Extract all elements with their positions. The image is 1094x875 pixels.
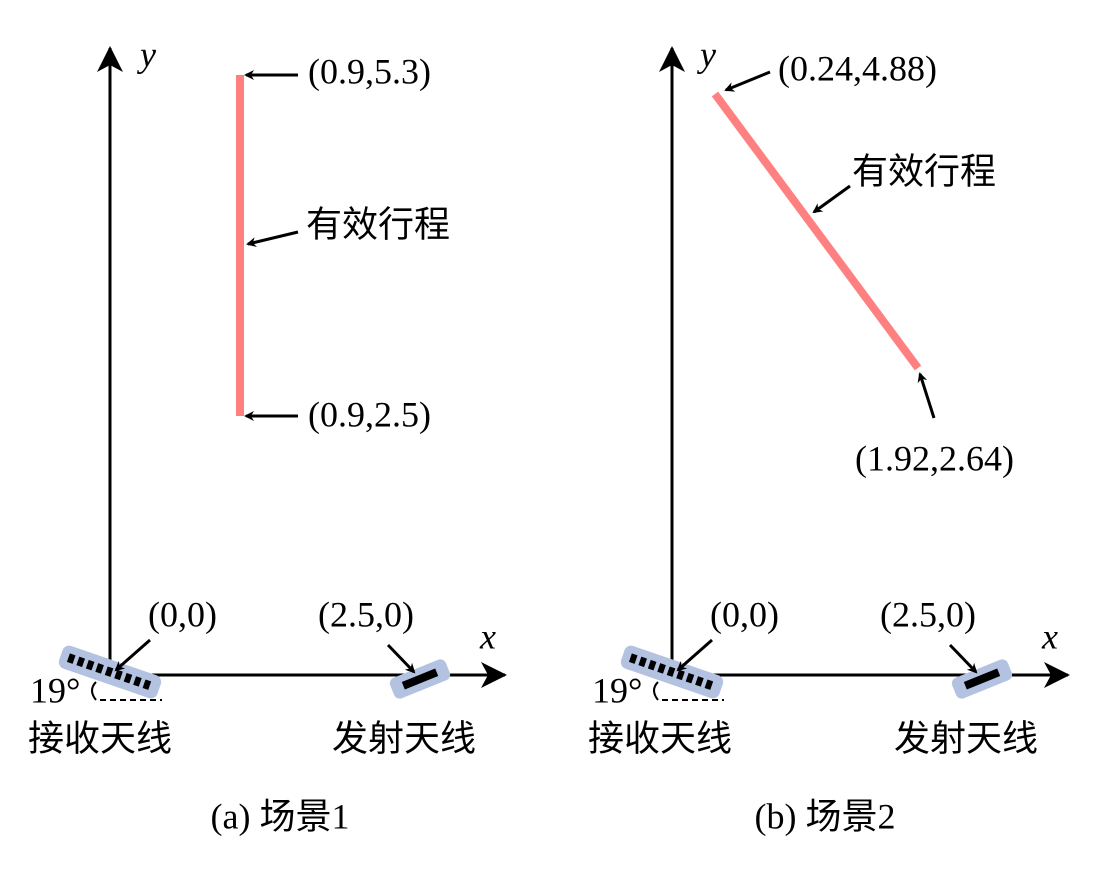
angle-label: 19° (30, 670, 80, 710)
angle-label: 19° (592, 670, 642, 710)
origin-label: (0,0) (710, 594, 779, 634)
arrow (676, 638, 713, 672)
origin-label: (0,0) (148, 594, 217, 634)
end-label: (0.9,2.5) (308, 394, 431, 434)
receiver-antenna (58, 645, 162, 699)
y-axis-label: y (137, 34, 156, 74)
end-label: (1.92,2.64) (855, 438, 1014, 478)
path-label: 有效行程 (306, 204, 450, 244)
arrow (948, 643, 978, 674)
panel-a: y x (0.9,5.3) 有效行程 (0.9,2.5) (0,0) (2.5,… (28, 34, 507, 836)
angle-arc (653, 681, 659, 701)
receiver-name: 接收天线 (28, 718, 172, 758)
caption: (b) 场景2 (755, 796, 896, 836)
caption: (a) 场景1 (211, 796, 350, 836)
receiver-antenna (620, 645, 724, 699)
x-axis-label: x (479, 616, 496, 656)
arrow (386, 643, 416, 674)
arrow (724, 70, 771, 92)
y-axis-label: y (697, 34, 716, 74)
x-axis-label: x (1041, 616, 1058, 656)
trajectory (711, 91, 922, 371)
transmitter-name: 发射天线 (894, 718, 1038, 758)
arrow (114, 638, 151, 672)
arrow (917, 372, 936, 419)
transmitter-antenna (951, 659, 1013, 699)
transmitter-antenna (389, 659, 451, 699)
angle-arc (91, 681, 97, 701)
transmitter-name: 发射天线 (332, 718, 476, 758)
arrow (812, 184, 851, 214)
transmitter-label: (2.5,0) (880, 594, 976, 634)
start-label: (0.9,5.3) (308, 51, 431, 91)
transmitter-label: (2.5,0) (318, 594, 414, 634)
start-label: (0.24,4.88) (778, 48, 937, 88)
path-label: 有效行程 (852, 151, 996, 191)
receiver-name: 接收天线 (588, 718, 732, 758)
panel-b: y x (0.24,4.88) 有效行程 (1.92,2.64) (0,0) (… (588, 34, 1070, 836)
arrow (246, 230, 299, 247)
